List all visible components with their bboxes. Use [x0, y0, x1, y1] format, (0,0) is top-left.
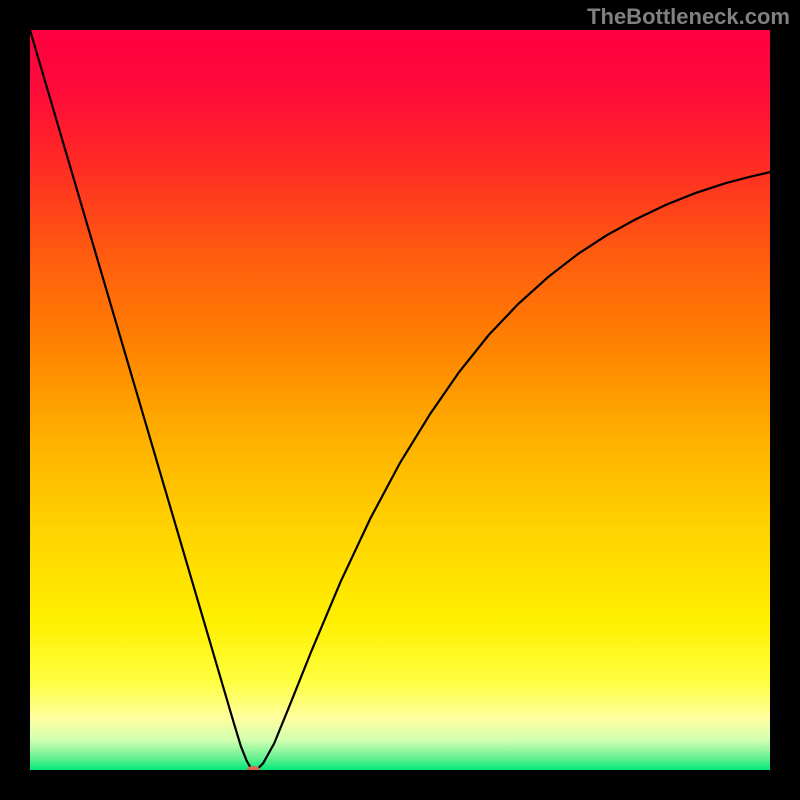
- figure-frame: TheBottleneck.com: [0, 0, 800, 800]
- watermark-text: TheBottleneck.com: [587, 4, 790, 30]
- chart-svg: [30, 30, 770, 770]
- plot-area: [30, 30, 770, 770]
- gradient-background: [30, 30, 770, 770]
